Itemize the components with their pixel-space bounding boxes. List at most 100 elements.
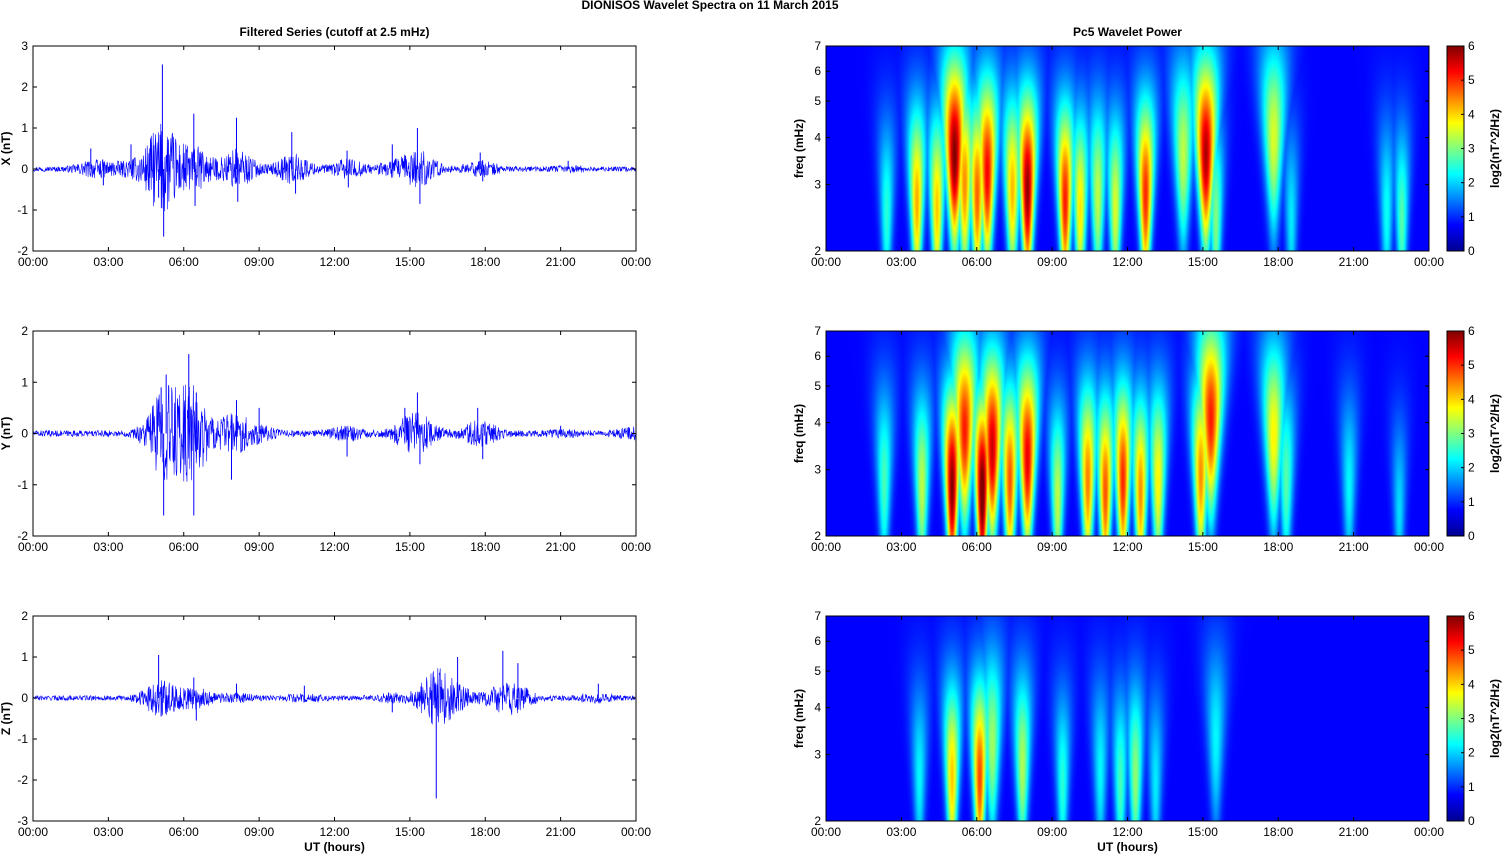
plot-area <box>33 46 636 251</box>
y-tick-label: 5 <box>814 94 821 108</box>
colorbar-tick-label: 0 <box>1468 529 1475 543</box>
x-tick-label: 15:00 <box>395 825 425 839</box>
colorbar-tick-label: 4 <box>1468 392 1475 406</box>
y-tick-label: -2 <box>17 529 28 543</box>
colorbar-tick-label: 4 <box>1468 677 1475 691</box>
colorbar-tick-label: 3 <box>1468 142 1475 156</box>
colorbar-tick-label: 0 <box>1468 244 1475 258</box>
x-tick-label: 12:00 <box>1112 540 1142 554</box>
y-axis-label: Z (nT) <box>0 702 13 735</box>
x-tick-label: 06:00 <box>169 825 199 839</box>
y-tick-label: -1 <box>17 478 28 492</box>
colorbar-tick-label: 2 <box>1468 176 1475 190</box>
colorbar-label: log2(nT^2/Hz) <box>1488 394 1502 473</box>
x-tick-label: 03:00 <box>93 540 123 554</box>
x-tick-label: 03:00 <box>93 255 123 269</box>
y-tick-label: 4 <box>814 701 821 715</box>
x-tick-label: 15:00 <box>395 255 425 269</box>
series-panel: -2 -1 0 1 2 00:00 03:00 06:00 09:00 12:00 15:00 18:… <box>0 324 651 554</box>
y-axis-label: freq (mHz) <box>792 404 806 463</box>
colorbar-tick-label: 5 <box>1468 643 1475 657</box>
colorbar-tick-label: 6 <box>1468 324 1475 338</box>
panel-title: Filtered Series (cutoff at 2.5 mHz) <box>239 25 429 39</box>
x-tick-label: 15:00 <box>1188 540 1218 554</box>
y-axis-label: Y (nT) <box>0 417 13 451</box>
x-tick-label: 09:00 <box>1037 825 1067 839</box>
series-panel: -3 -2 -1 0 1 2 00:00 03:00 06:00 09:00 12:00 15:00 1… <box>0 609 651 854</box>
colorbar-tick-label: 6 <box>1468 609 1475 623</box>
y-tick-label: 7 <box>814 39 821 53</box>
y-tick-label: 4 <box>814 131 821 145</box>
x-tick-label: 09:00 <box>244 255 274 269</box>
series-panel: -2 -1 0 1 2 3 00:00 03:00 06:00 09:00 12:00 15:00 18… <box>0 25 651 269</box>
x-tick-label: 00:00 <box>621 255 651 269</box>
x-tick-label: 12:00 <box>1112 825 1142 839</box>
heatmap-canvas <box>826 616 1429 821</box>
x-tick-label: 18:00 <box>470 540 500 554</box>
x-tick-label: 21:00 <box>546 825 576 839</box>
colorbar-tick-label: 0 <box>1468 814 1475 828</box>
colorbar-tick-label: 5 <box>1468 73 1475 87</box>
y-tick-label: -3 <box>17 814 28 828</box>
x-tick-label: 18:00 <box>1263 540 1293 554</box>
x-tick-label: 06:00 <box>169 255 199 269</box>
y-tick-label: 0 <box>21 427 28 441</box>
x-tick-label: 03:00 <box>886 255 916 269</box>
x-tick-label: 18:00 <box>470 825 500 839</box>
y-tick-label: 6 <box>814 349 821 363</box>
colorbar-label: log2(nT^2/Hz) <box>1488 679 1502 758</box>
x-tick-label: 06:00 <box>962 255 992 269</box>
series-line <box>32 384 637 482</box>
colorbar-tick-label: 6 <box>1468 39 1475 53</box>
colorbar-label: log2(nT^2/Hz) <box>1488 109 1502 188</box>
heatmap-image <box>826 46 1429 251</box>
y-tick-label: -1 <box>17 732 28 746</box>
x-tick-label: 00:00 <box>18 255 48 269</box>
x-tick-label: 00:00 <box>811 825 841 839</box>
y-tick-label: 7 <box>814 324 821 338</box>
y-tick-label: 1 <box>21 650 28 664</box>
x-tick-label: 00:00 <box>621 825 651 839</box>
colorbar-tick-label: 2 <box>1468 461 1475 475</box>
colorbar-tick-label: 3 <box>1468 712 1475 726</box>
y-axis-label: freq (mHz) <box>792 689 806 748</box>
x-tick-label: 06:00 <box>169 540 199 554</box>
x-axis-label: UT (hours) <box>304 840 365 854</box>
y-tick-label: 2 <box>21 80 28 94</box>
x-axis-label: UT (hours) <box>1097 840 1158 854</box>
y-tick-label: 2 <box>21 324 28 338</box>
y-axis-label: X (nT) <box>0 132 13 166</box>
colorbar-tick-label: 1 <box>1468 780 1475 794</box>
x-tick-label: 00:00 <box>1414 540 1444 554</box>
y-tick-label: 0 <box>21 162 28 176</box>
x-tick-label: 18:00 <box>1263 255 1293 269</box>
x-tick-label: 12:00 <box>319 540 349 554</box>
x-tick-label: 21:00 <box>546 540 576 554</box>
colorbar-tick-label: 2 <box>1468 746 1475 760</box>
x-tick-label: 03:00 <box>93 825 123 839</box>
heatmap-panel: 2 3 4 5 6 7 00:00 03:00 06:00 09:00 12:00 15:00 18:0… <box>792 324 1502 554</box>
figure-title: DIONISOS Wavelet Spectra on 11 March 201… <box>582 0 839 12</box>
colorbar-tick-label: 1 <box>1468 210 1475 224</box>
y-tick-label: 3 <box>21 39 28 53</box>
x-tick-label: 00:00 <box>811 540 841 554</box>
y-tick-label: 3 <box>814 178 821 192</box>
heatmap-canvas <box>826 46 1429 251</box>
heatmap-panel: 2 3 4 5 6 7 00:00 03:00 06:00 09:00 12:00 15:00 18:0… <box>792 25 1502 269</box>
series-line <box>32 668 637 725</box>
y-tick-label: -2 <box>17 773 28 787</box>
heatmap-image <box>826 331 1429 536</box>
y-tick-label: 3 <box>814 463 821 477</box>
y-tick-label: 2 <box>814 529 821 543</box>
x-tick-label: 00:00 <box>1414 255 1444 269</box>
panel-title: Pc5 Wavelet Power <box>1073 25 1182 39</box>
y-axis-label: freq (mHz) <box>792 119 806 178</box>
y-tick-label: 7 <box>814 609 821 623</box>
x-tick-label: 18:00 <box>1263 825 1293 839</box>
y-tick-label: 2 <box>21 609 28 623</box>
y-tick-label: 6 <box>814 634 821 648</box>
colorbar-tick-label: 5 <box>1468 358 1475 372</box>
series-line <box>32 123 637 212</box>
heatmap-image <box>826 616 1429 821</box>
